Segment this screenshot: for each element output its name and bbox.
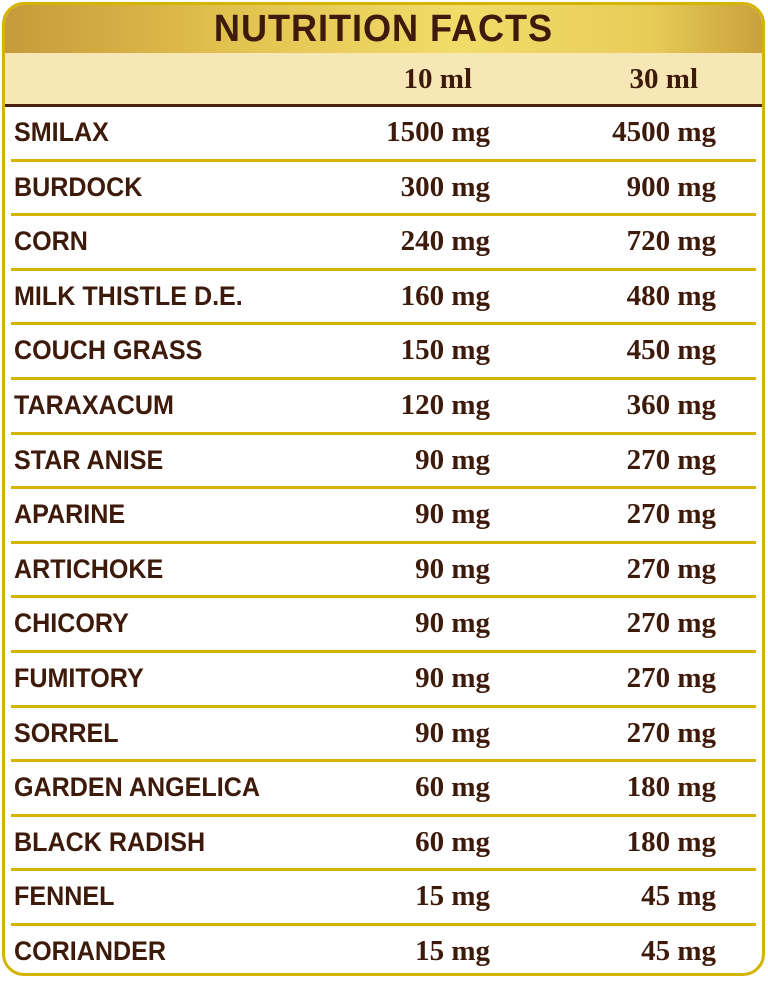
table-row: TARAXACUM 120 mg 360 mg xyxy=(11,380,756,435)
table-row: GARDEN ANGELICA 60 mg 180 mg xyxy=(11,762,756,817)
amount-30ml: 4500 mg xyxy=(612,116,716,148)
amount-30ml: 45 mg xyxy=(641,880,716,913)
table-row: APARINE 90 mg 270 mg xyxy=(11,489,756,544)
amount-30ml: 720 mg xyxy=(626,225,716,258)
ingredient-name: SORREL xyxy=(14,717,119,748)
amount-10ml: 60 mg xyxy=(415,771,490,804)
column-header-10ml: 10 ml xyxy=(403,63,472,95)
amount-30ml: 900 mg xyxy=(626,170,716,203)
ingredient-name: TARAXACUM xyxy=(14,389,174,420)
ingredient-name: BURDOCK xyxy=(14,171,143,202)
ingredient-name: MILK THISTLE D.E. xyxy=(14,280,243,311)
amount-10ml: 1500 mg xyxy=(386,116,490,148)
amount-10ml: 300 mg xyxy=(400,170,490,203)
amount-30ml: 45 mg xyxy=(641,934,716,967)
table-row: MILK THISTLE D.E. 160 mg 480 mg xyxy=(11,271,756,326)
ingredient-name: STAR ANISE xyxy=(14,444,164,475)
column-header-row: 10 ml 30 ml xyxy=(5,53,762,107)
amount-10ml: 15 mg xyxy=(415,934,490,967)
ingredient-name: ARTICHOKE xyxy=(14,553,164,584)
amount-30ml: 450 mg xyxy=(626,334,716,367)
table-row: SORREL 90 mg 270 mg xyxy=(11,708,756,763)
table-row: CORIANDER 15 mg 45 mg xyxy=(11,926,756,973)
ingredient-name: SMILAX xyxy=(14,117,109,147)
amount-30ml: 270 mg xyxy=(626,661,716,694)
amount-10ml: 90 mg xyxy=(415,498,490,531)
table-row: BLACK RADISH 60 mg 180 mg xyxy=(11,817,756,872)
amount-10ml: 90 mg xyxy=(415,661,490,694)
amount-30ml: 270 mg xyxy=(626,498,716,531)
ingredient-name: CORN xyxy=(14,226,88,257)
ingredient-name: COUCH GRASS xyxy=(14,335,203,366)
amount-30ml: 180 mg xyxy=(626,771,716,804)
amount-30ml: 180 mg xyxy=(626,825,716,858)
amount-30ml: 480 mg xyxy=(626,279,716,312)
table-row: CHICORY 90 mg 270 mg xyxy=(11,598,756,653)
amount-10ml: 120 mg xyxy=(400,388,490,421)
ingredient-name: FENNEL xyxy=(14,881,115,912)
amount-30ml: 270 mg xyxy=(626,552,716,585)
amount-10ml: 60 mg xyxy=(415,825,490,858)
table-row: COUCH GRASS 150 mg 450 mg xyxy=(11,325,756,380)
ingredient-name: APARINE xyxy=(14,499,126,530)
amount-10ml: 90 mg xyxy=(415,443,490,476)
amount-10ml: 15 mg xyxy=(415,880,490,913)
ingredient-name: CHICORY xyxy=(14,608,129,639)
amount-10ml: 90 mg xyxy=(415,552,490,585)
amount-30ml: 360 mg xyxy=(626,388,716,421)
page-title: NUTRITION FACTS xyxy=(213,7,554,50)
ingredient-name: FUMITORY xyxy=(14,662,144,693)
table-row: FUMITORY 90 mg 270 mg xyxy=(11,653,756,708)
table-body: SMILAX 1500 mg 4500 mg BURDOCK 300 mg 900… xyxy=(5,107,762,973)
amount-10ml: 240 mg xyxy=(400,225,490,258)
nutrition-facts-panel: NUTRITION FACTS 10 ml 30 ml SMILAX 1500 … xyxy=(2,2,765,976)
amount-10ml: 160 mg xyxy=(400,279,490,312)
column-header-30ml: 30 ml xyxy=(629,63,698,95)
table-row: ARTICHOKE 90 mg 270 mg xyxy=(11,544,756,599)
table-row: CORN 240 mg 720 mg xyxy=(11,216,756,271)
amount-10ml: 90 mg xyxy=(415,716,490,749)
table-row: FENNEL 15 mg 45 mg xyxy=(11,871,756,926)
amount-30ml: 270 mg xyxy=(626,607,716,640)
ingredient-name: BLACK RADISH xyxy=(14,826,206,857)
amount-30ml: 270 mg xyxy=(626,443,716,476)
title-bar: NUTRITION FACTS xyxy=(5,5,762,53)
table-row: SMILAX 1500 mg 4500 mg xyxy=(11,107,756,162)
amount-10ml: 90 mg xyxy=(415,607,490,640)
ingredient-name: CORIANDER xyxy=(14,935,167,966)
table-row: BURDOCK 300 mg 900 mg xyxy=(11,162,756,217)
amount-10ml: 150 mg xyxy=(400,334,490,367)
amount-30ml: 270 mg xyxy=(626,716,716,749)
ingredient-name: GARDEN ANGELICA xyxy=(14,772,260,803)
table-row: STAR ANISE 90 mg 270 mg xyxy=(11,435,756,490)
